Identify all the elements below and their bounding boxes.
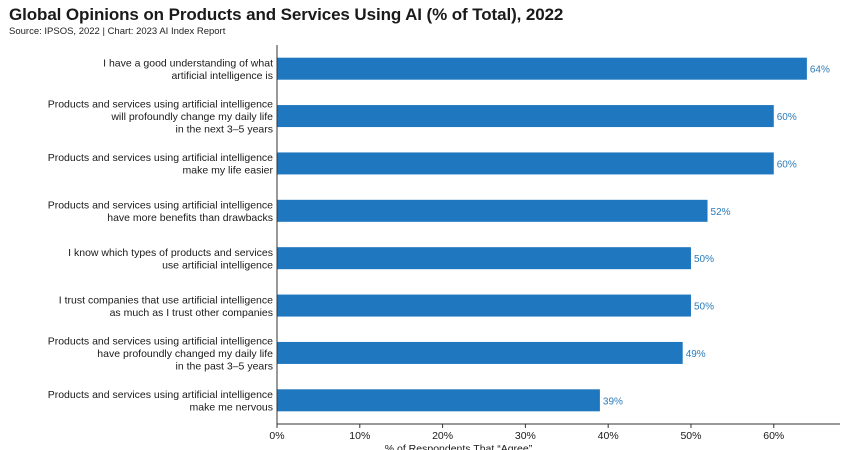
bar-7 — [277, 341, 683, 364]
data-label-1: 64% — [810, 65, 830, 76]
bar-1 — [277, 57, 807, 80]
bar-8 — [277, 389, 600, 412]
chart-title: Global Opinions on Products and Services… — [9, 5, 564, 24]
bar-2 — [277, 105, 774, 128]
bar-4 — [277, 199, 708, 222]
category-label-8: Products and services using artificial i… — [48, 389, 273, 414]
x-tick-label-2: 20% — [432, 430, 453, 442]
x-axis-title: % of Respondents That “Agree” — [385, 443, 533, 450]
data-label-8: 39% — [603, 396, 623, 407]
category-label-6: I trust companies that use artificial in… — [59, 294, 273, 319]
category-label-7: Products and services using artificial i… — [48, 335, 273, 372]
data-label-7: 49% — [686, 349, 706, 360]
category-label-1: I have a good understanding of what artif… — [103, 57, 273, 82]
data-label-2: 60% — [777, 112, 797, 123]
bar-3 — [277, 152, 774, 175]
category-label-2: Products and services using artificial i… — [48, 99, 273, 136]
x-tick-label-4: 40% — [598, 430, 619, 442]
x-tick-label-6: 60% — [763, 430, 784, 442]
data-label-3: 60% — [777, 159, 797, 170]
data-label-4: 52% — [711, 207, 731, 218]
x-tick-label-3: 30% — [515, 430, 536, 442]
category-label-4: Products and services using artificial i… — [48, 200, 273, 225]
category-label-5: I know which types of products and servi… — [68, 247, 273, 272]
category-label-3: Products and services using artificial i… — [48, 152, 274, 177]
data-label-5: 50% — [694, 254, 714, 265]
chart-subtitle: Source: IPSOS, 2022 | Chart: 2023 AI Ind… — [9, 26, 226, 37]
x-tick-label-5: 50% — [680, 430, 701, 442]
x-tick-label-1: 10% — [349, 430, 370, 442]
bar-5 — [277, 247, 691, 270]
bar-6 — [277, 294, 691, 317]
data-label-6: 50% — [694, 302, 714, 313]
x-tick-label-0: 0% — [269, 430, 284, 442]
